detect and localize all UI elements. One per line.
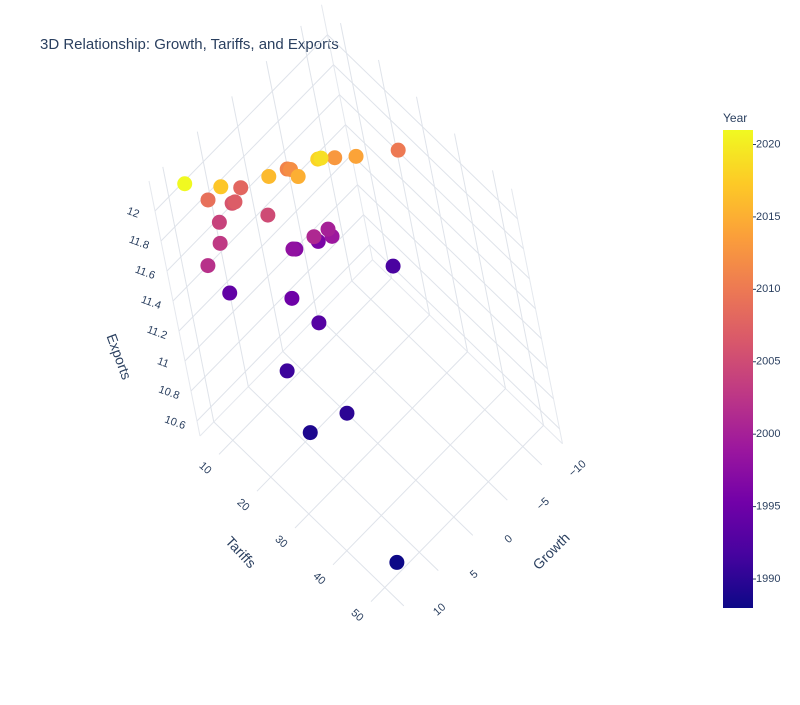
y-tick-label: 20 (234, 497, 251, 514)
grid-line (454, 133, 506, 389)
colorbar-tick-label: 2015 (756, 211, 780, 223)
grid-line (327, 34, 518, 220)
point (306, 229, 322, 245)
point (279, 363, 295, 379)
box-edge (321, 4, 373, 260)
z-tick-label: 12 (125, 205, 141, 220)
x-tick-label: 0 (502, 533, 515, 546)
grid-line (378, 59, 430, 316)
colorbar-tick-label: 2000 (756, 428, 780, 440)
z-tick-label: 11.2 (145, 324, 168, 342)
x-tick-label: −5 (535, 495, 552, 512)
point (213, 179, 229, 195)
box-edge (511, 188, 563, 444)
y-tick-label: 40 (310, 570, 327, 587)
point (222, 285, 238, 301)
grid-line (416, 96, 468, 352)
grid-line (218, 277, 392, 455)
point (385, 258, 401, 274)
x-tick-label: 5 (468, 568, 481, 581)
point (177, 176, 193, 192)
colorbar (723, 130, 753, 608)
colorbar-tick-label: 1995 (756, 501, 780, 513)
point (260, 207, 276, 223)
colorbar-title: Year (723, 111, 747, 125)
x-tick-label: 10 (431, 601, 448, 618)
grid-line (357, 184, 548, 370)
point (261, 168, 277, 184)
grid-line (332, 388, 506, 566)
grid-line (196, 131, 249, 387)
grid-line (363, 214, 554, 400)
grid-line (370, 425, 544, 602)
grid-line (178, 154, 352, 332)
point (290, 169, 306, 185)
grid-line (162, 166, 215, 422)
chart-title: 3D Relationship: Growth, Tariffs, and Ex… (40, 36, 339, 53)
grid-line (345, 124, 536, 310)
z-tick-label: 11.8 (127, 234, 150, 252)
y-tick-label: 10 (196, 460, 213, 477)
point (227, 194, 243, 210)
grid-line (190, 214, 364, 392)
colorbar-tick-label: 2010 (756, 283, 780, 295)
z-tick-label: 11 (156, 355, 171, 370)
point (200, 192, 216, 208)
point (389, 554, 405, 570)
box-edge (199, 259, 373, 437)
grid-line (339, 94, 530, 280)
points (177, 142, 406, 570)
z-tick-label: 10.8 (157, 384, 181, 403)
point (233, 180, 249, 196)
z-tick-label: 11.4 (139, 294, 162, 312)
grid-line (492, 170, 544, 426)
grid-line (166, 94, 340, 272)
grid-line (369, 244, 560, 430)
z-axis-title: Exports (104, 332, 135, 382)
grid-line (294, 351, 468, 529)
grid-line (351, 154, 542, 340)
grid-line (160, 64, 334, 242)
point (284, 290, 300, 306)
point (200, 258, 216, 274)
point (348, 148, 364, 164)
point (285, 241, 301, 257)
grid-line (265, 61, 318, 317)
grid-line (340, 23, 392, 279)
box-edge (148, 180, 201, 437)
z-tick-label: 11.6 (133, 264, 156, 282)
x-tick-label: −10 (567, 458, 589, 479)
point (302, 425, 318, 441)
x-axis-title: Growth (529, 529, 572, 572)
point (311, 315, 327, 331)
point (327, 150, 343, 166)
point (390, 142, 406, 158)
point (320, 221, 336, 237)
z-tick-label: 10.6 (163, 414, 187, 433)
point (211, 214, 227, 230)
point (212, 235, 228, 251)
grid (148, 4, 563, 607)
y-axis-title: Tariffs (222, 533, 259, 571)
grid-line (196, 244, 370, 422)
colorbar-tick-label: 2005 (756, 356, 780, 368)
grid-line (184, 184, 358, 362)
point (313, 150, 329, 166)
colorbar-tick-label: 2020 (756, 138, 780, 150)
y-tick-label: 30 (272, 533, 289, 550)
grid-line (231, 96, 284, 352)
grid-line (333, 64, 524, 250)
colorbar-tick-label: 1990 (756, 573, 780, 585)
point (339, 405, 355, 421)
y-tick-label: 50 (348, 607, 365, 624)
grid-line (256, 314, 430, 492)
